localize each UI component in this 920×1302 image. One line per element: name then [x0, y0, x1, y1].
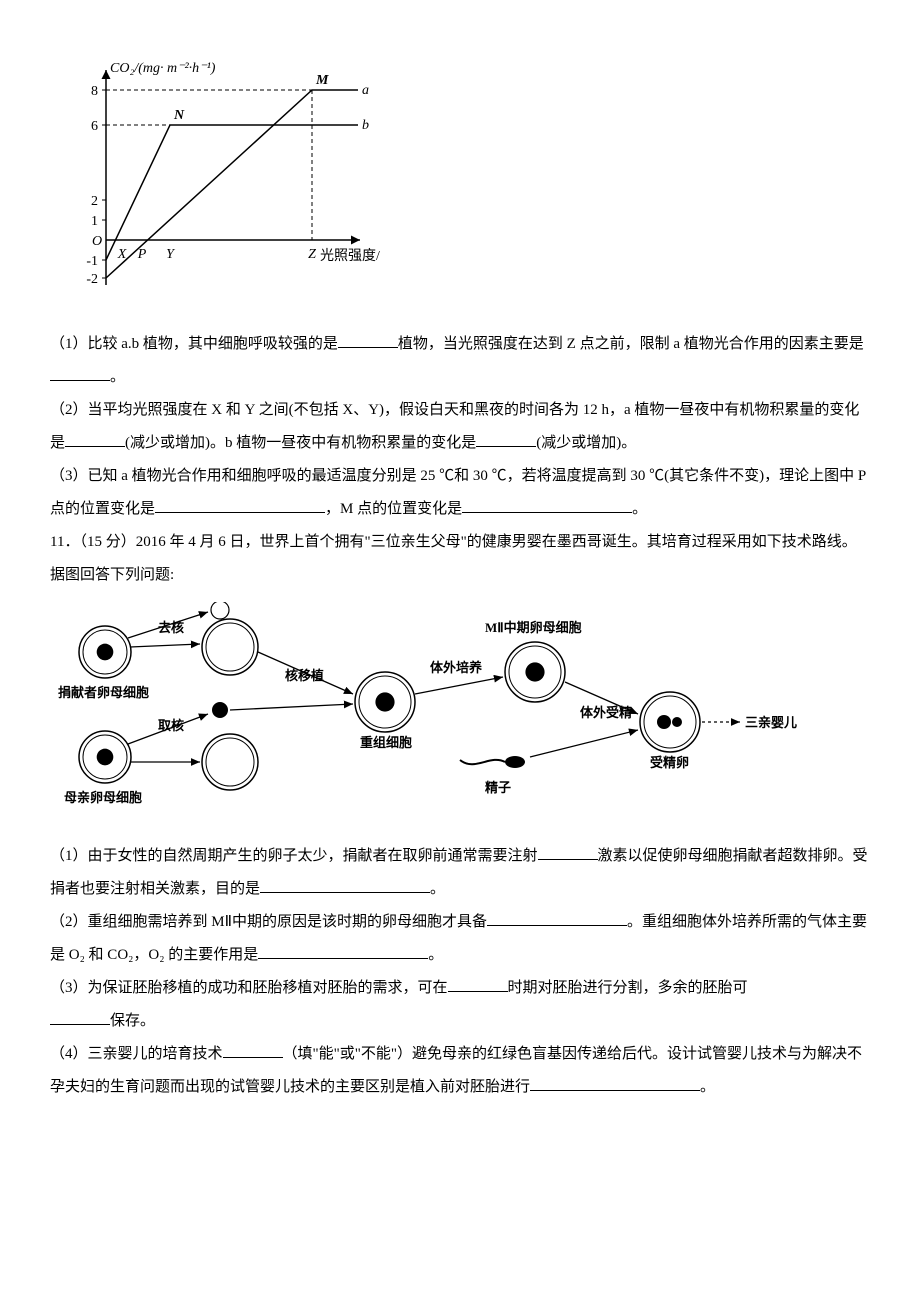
q11-1-text-c: 。 [430, 881, 445, 897]
svg-text:M: M [315, 73, 329, 88]
blank [338, 332, 398, 348]
q11-intro-text: 11．（15 分）2016 年 4 月 6 日，世界上首个拥有"三位亲生父母"的… [50, 534, 857, 583]
q11-2: （2）重组细胞需培养到 MⅡ中期的原因是该时期的卵母细胞才具备。重组细胞体外培养… [50, 906, 870, 972]
blank [223, 1042, 283, 1058]
q10-3: （3）已知 a 植物光合作用和细胞呼吸的最适温度分别是 25 ℃和 30 ℃，若… [50, 460, 870, 526]
q11-3-text-a: （3）为保证胚胎移植的成功和胚胎移植对胚胎的需求，可在 [50, 980, 448, 996]
svg-text:光照强度/klx: 光照强度/klx [320, 248, 380, 264]
q11-1-text-a: （1）由于女性的自然周期产生的卵子太少，捐献者在取卵前通常需要注射 [50, 848, 538, 864]
svg-text:三亲婴儿: 三亲婴儿 [745, 715, 797, 730]
q11-2-text-c: 。 [428, 947, 443, 963]
svg-text:母亲卵母细胞: 母亲卵母细胞 [64, 790, 142, 805]
q11-3: （3）为保证胚胎移植的成功和胚胎移植对胚胎的需求，可在 时期对胚胎进行分割，多余的… [50, 972, 870, 1038]
q11-3-text-c: 保存。 [110, 1013, 155, 1029]
blank [50, 365, 110, 381]
q10-2-text-c: (减少或增加)。 [536, 435, 636, 451]
q10-2-text-b: (减少或增加)。b 植物一昼夜中有机物积累量的变化是 [125, 435, 476, 451]
blank [258, 943, 428, 959]
svg-text:捐献者卵母细胞: 捐献者卵母细胞 [58, 685, 149, 700]
co2-light-chart: CO₂/(mg· m⁻²·h⁻¹)光照强度/klx8621-1-2OXPYZab… [50, 50, 870, 313]
q11-intro: 11．（15 分）2016 年 4 月 6 日，世界上首个拥有"三位亲生父母"的… [50, 526, 870, 592]
svg-text:-2: -2 [86, 272, 98, 287]
blank [155, 497, 325, 513]
chart1-svg: CO₂/(mg· m⁻²·h⁻¹)光照强度/klx8621-1-2OXPYZab… [50, 50, 380, 300]
svg-text:O: O [92, 234, 102, 249]
q11-4-text-a: （4）三亲婴儿的培育技术 [50, 1046, 223, 1062]
svg-text:精子: 精子 [485, 780, 511, 795]
blank [50, 1009, 110, 1025]
blank [260, 877, 430, 893]
svg-text:受精卵: 受精卵 [650, 755, 689, 770]
q10-1-text-c: 。 [110, 369, 125, 385]
svg-text:8: 8 [91, 84, 98, 99]
svg-text:-1: -1 [86, 254, 98, 269]
q10-1-text-b: 植物，当光照强度在达到 Z 点之前，限制 a 植物光合作用的因素主要是 [398, 336, 864, 352]
blank [487, 910, 627, 926]
three-parent-diagram: 捐献者卵母细胞母亲卵母细胞重组细胞MⅡ中期卵母细胞精子受精卵三亲婴儿去核取核核移… [50, 602, 870, 825]
diagram-svg: 捐献者卵母细胞母亲卵母细胞重组细胞MⅡ中期卵母细胞精子受精卵三亲婴儿去核取核核移… [50, 602, 810, 812]
svg-text:a: a [362, 83, 369, 98]
blank [448, 976, 508, 992]
q10-1: （1）比较 a.b 植物，其中细胞呼吸较强的是 植物，当光照强度在达到 Z 点之前… [50, 328, 870, 394]
blank [462, 497, 632, 513]
q10-1-text-a: （1）比较 a.b 植物，其中细胞呼吸较强的是 [50, 336, 338, 352]
svg-text:体外培养: 体外培养 [430, 660, 483, 675]
q11-2-text-a: （2）重组细胞需培养到 MⅡ中期的原因是该时期的卵母细胞才具备 [50, 914, 487, 930]
q11-4-text-c: 。 [700, 1079, 715, 1095]
blank [65, 431, 125, 447]
svg-text:1: 1 [91, 214, 98, 229]
blank [538, 844, 598, 860]
svg-text:Z: Z [308, 247, 316, 262]
svg-text:N: N [173, 108, 185, 123]
svg-text:重组细胞: 重组细胞 [360, 735, 412, 750]
svg-text:取核: 取核 [158, 718, 184, 733]
svg-text:体外受精: 体外受精 [580, 705, 632, 720]
svg-text:MⅡ中期卵母细胞: MⅡ中期卵母细胞 [485, 620, 582, 635]
q10-3-text-c: 。 [632, 501, 647, 517]
svg-text:b: b [362, 118, 369, 133]
blank [476, 431, 536, 447]
q11-3-text-b: 时期对胚胎进行分割，多余的胚胎可 [508, 980, 748, 996]
svg-text:核移植: 核移植 [285, 668, 324, 683]
svg-text:2: 2 [91, 194, 98, 209]
svg-text:CO₂/(mg· m⁻²·h⁻¹): CO₂/(mg· m⁻²·h⁻¹) [110, 61, 216, 76]
q10-3-text-b: ，M 点的位置变化是 [325, 501, 462, 517]
q10-2: （2）当平均光照强度在 X 和 Y 之间(不包括 X、Y)，假设白天和黑夜的时间… [50, 394, 870, 460]
svg-text:Y: Y [166, 247, 176, 262]
q11-4: （4）三亲婴儿的培育技术（填"能"或"不能"）避免母亲的红绿色盲基因传递给后代。… [50, 1038, 870, 1104]
svg-text:6: 6 [91, 119, 98, 134]
q11-1: （1）由于女性的自然周期产生的卵子太少，捐献者在取卵前通常需要注射激素以促使卵母… [50, 840, 870, 906]
blank [530, 1075, 700, 1091]
